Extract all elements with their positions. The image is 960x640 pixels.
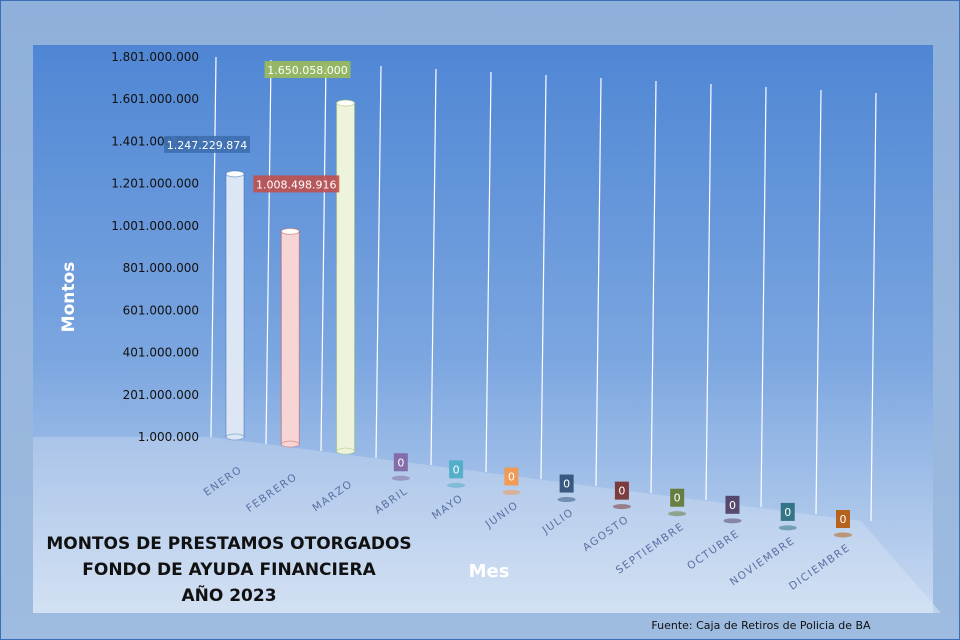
grid-line	[430, 68, 437, 466]
chart-floor	[33, 437, 941, 613]
bar-diciembre	[834, 532, 852, 538]
data-label-bg	[449, 460, 464, 479]
data-label: 1.650.058.000	[267, 64, 347, 77]
bar-enero	[225, 173, 245, 438]
data-label: 0	[674, 492, 681, 505]
data-label: 1.247.229.874	[167, 139, 247, 152]
bar-marzo	[336, 102, 356, 452]
y-tick-label: 801.000.000	[123, 261, 199, 275]
grid-line	[595, 77, 602, 487]
chart-title-line-2: FONDO DE AYUDA FINANCIERA	[82, 560, 376, 580]
data-label: 0	[508, 470, 515, 483]
data-label: 0	[618, 485, 625, 498]
grid-line	[320, 62, 327, 452]
data-label: 1.008.498.916	[256, 178, 336, 191]
data-label: 0	[729, 499, 736, 512]
y-axis-title: Montos	[59, 262, 79, 333]
grid-line	[870, 92, 877, 522]
data-label: 0	[397, 456, 404, 469]
chart-title-line-1: MONTOS DE PRESTAMOS OTORGADOS	[46, 534, 411, 554]
x-axis-title: Mes	[469, 561, 510, 582]
bar-septiembre	[668, 511, 687, 517]
grid-line	[650, 80, 657, 494]
data-label-bg	[614, 481, 629, 500]
bar-top	[280, 227, 300, 235]
y-tick-label: 1.000.000	[138, 430, 199, 444]
data-label-bg	[393, 453, 408, 472]
data-label-bg	[780, 502, 795, 521]
y-tick-label: 201.000.000	[123, 388, 199, 402]
y-tick-label: 601.000.000	[123, 303, 199, 317]
data-label-bg	[264, 61, 351, 79]
bar-base	[280, 440, 300, 448]
data-label-bg	[670, 488, 685, 507]
data-label: 0	[840, 513, 847, 526]
y-tick-label: 1.601.000.000	[111, 92, 199, 106]
grid-line	[485, 71, 492, 473]
bar-top	[225, 170, 245, 178]
y-tick-label: 401.000.000	[123, 346, 199, 360]
y-tick-label: 1.001.000.000	[111, 219, 199, 233]
grid-line	[375, 65, 382, 459]
grid-line	[540, 74, 547, 480]
grid-line	[265, 59, 272, 445]
bar-base	[225, 433, 245, 441]
data-label-bg	[504, 467, 519, 486]
bar-octubre	[723, 518, 742, 524]
data-label-bg	[164, 135, 250, 153]
bar-julio	[557, 497, 576, 503]
y-tick-label: 1.801.000.000	[111, 50, 199, 64]
grid-line	[815, 89, 822, 515]
bar-mayo	[447, 482, 466, 488]
grid-line	[705, 83, 712, 501]
data-label-bg	[836, 510, 850, 528]
bar-noviembre	[778, 525, 797, 531]
bar-agosto	[612, 504, 631, 510]
grid-line	[210, 56, 217, 438]
grid-line	[760, 86, 767, 508]
data-label: 0	[563, 478, 570, 491]
chart-title-line-3: AÑO 2023	[181, 583, 276, 606]
y-tick-label: 1.201.000.000	[111, 177, 199, 191]
data-label: 0	[784, 506, 791, 519]
data-label-bg	[253, 175, 340, 193]
data-label-bg	[725, 495, 740, 514]
source-note: Fuente: Caja de Retiros de Policia de BA	[651, 619, 871, 632]
bar-top	[336, 99, 356, 107]
bar-junio	[502, 489, 521, 495]
data-label: 0	[453, 463, 460, 476]
data-label-bg	[559, 474, 574, 493]
bar-abril	[391, 475, 410, 481]
bar-base	[336, 447, 356, 455]
bar-febrero	[280, 230, 300, 445]
